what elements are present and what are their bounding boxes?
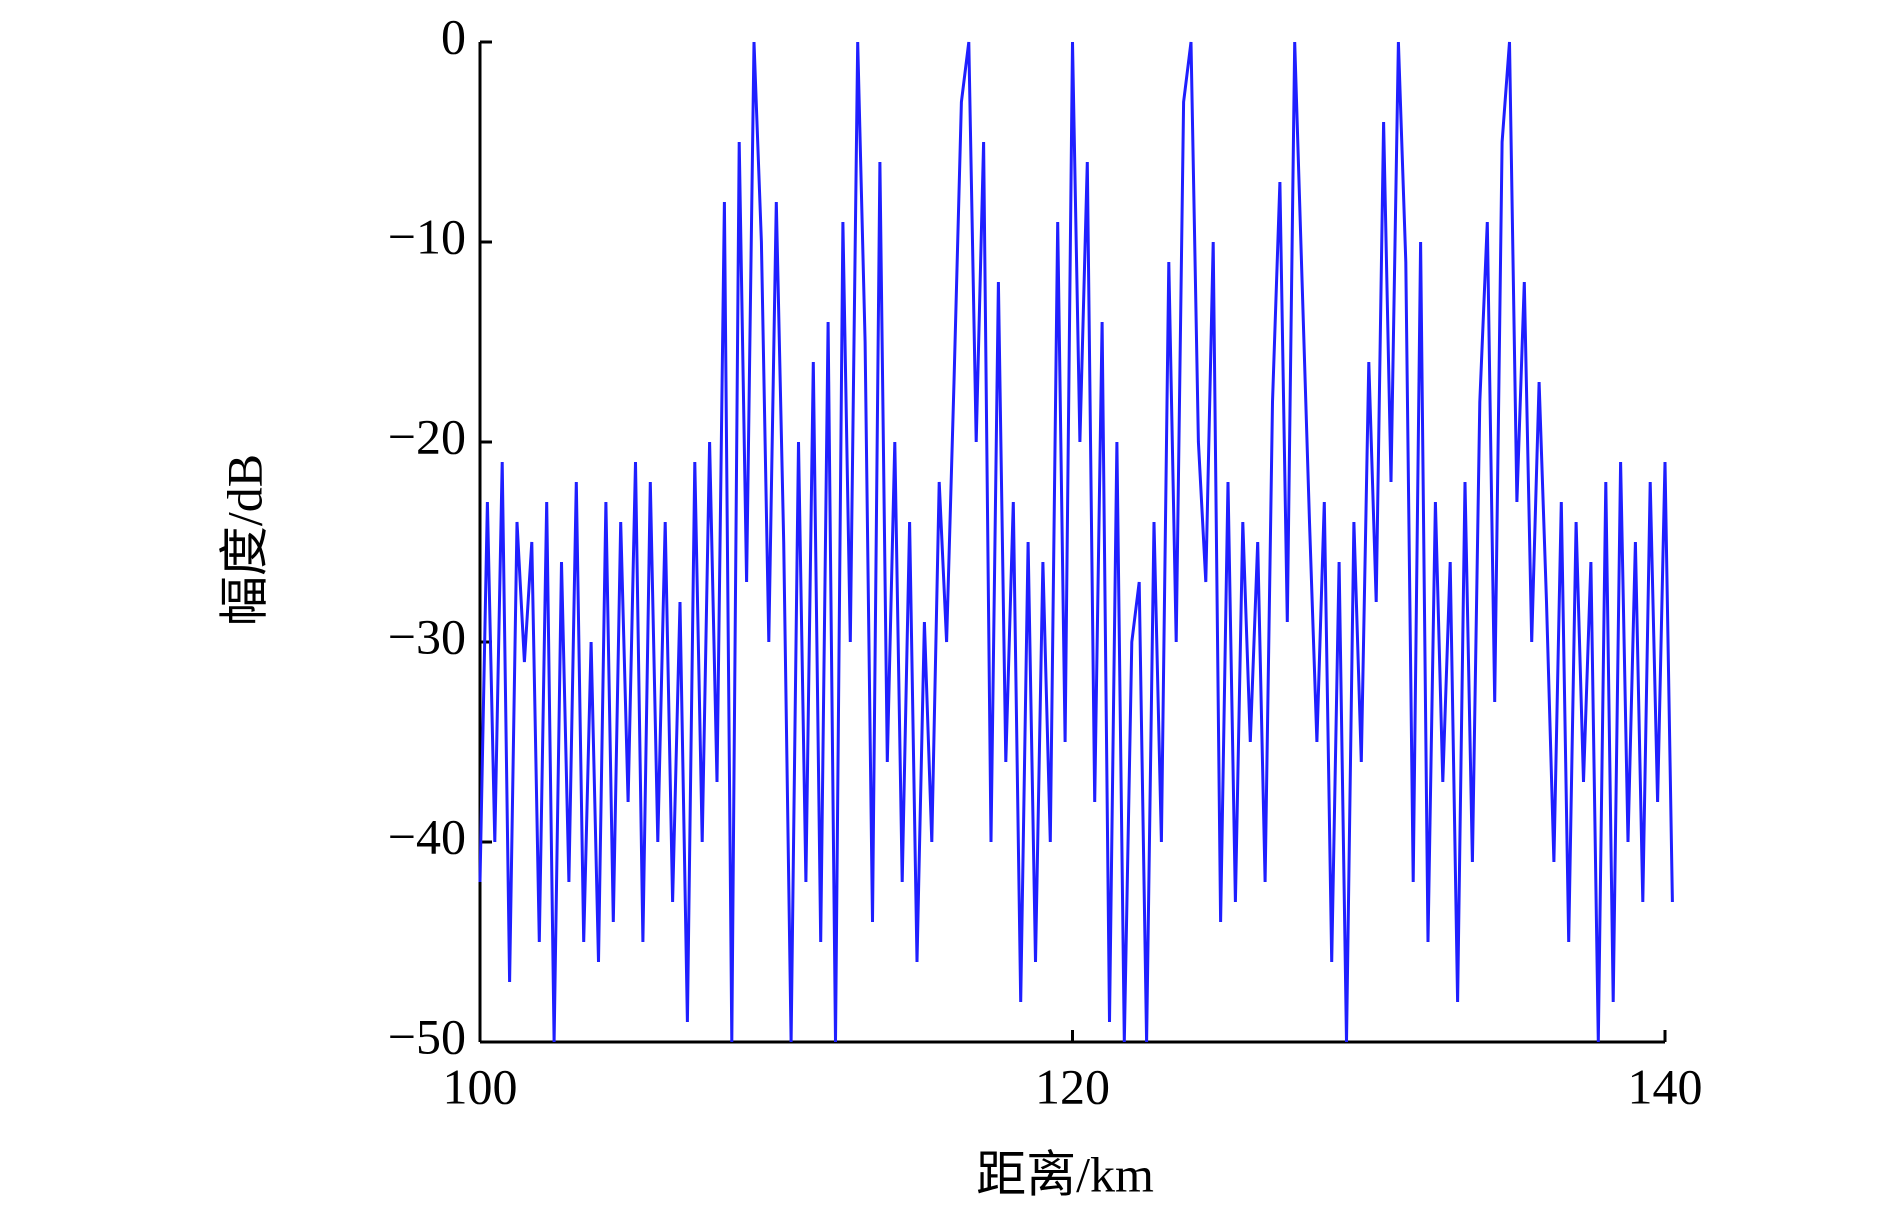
y-tick-label: −20 xyxy=(388,408,466,464)
x-tick-label: 100 xyxy=(443,1058,518,1114)
y-tick-label: 0 xyxy=(441,8,466,64)
y-tick-label: −40 xyxy=(388,808,466,864)
y-tick-label: −50 xyxy=(388,1008,466,1064)
x-axis-title: 距离/km xyxy=(976,1146,1154,1202)
data-line xyxy=(478,41,1674,1043)
x-tick-label: 140 xyxy=(1628,1058,1703,1114)
y-tick-label: −10 xyxy=(388,208,466,264)
x-tick-label: 120 xyxy=(1035,1058,1110,1114)
y-axis-title: 幅度/dB xyxy=(216,454,272,626)
y-tick-label: −30 xyxy=(388,608,466,664)
